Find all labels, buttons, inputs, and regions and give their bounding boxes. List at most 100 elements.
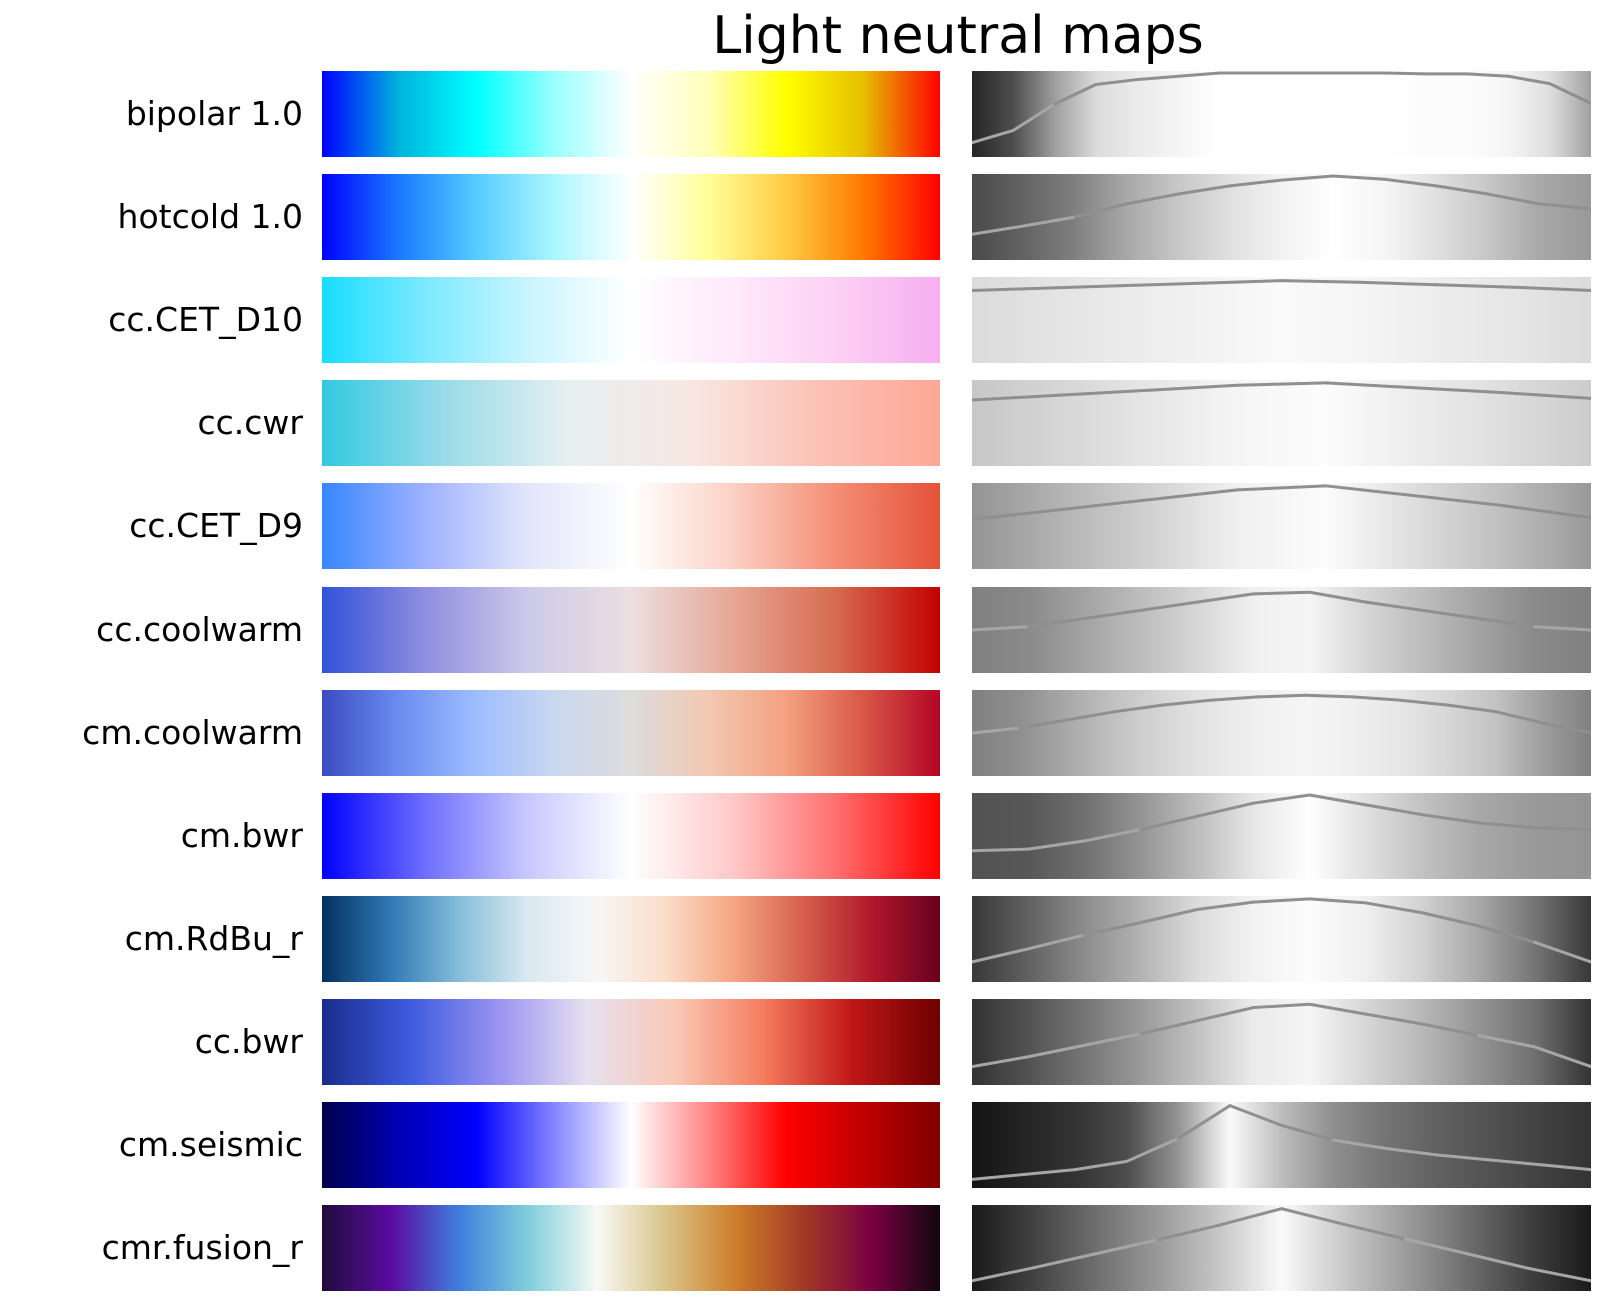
lightness-curve-chart: [972, 381, 1591, 402]
colormap-name-label: cc.bwr: [194, 1022, 303, 1061]
lightness-curve-chart: [972, 279, 1591, 292]
lightness-curve-segment: [1251, 897, 1312, 904]
lightness-curve-segment: [1026, 1043, 1087, 1059]
lightness-curve-segment: [972, 625, 1030, 632]
lightness-curve-segment: [1073, 202, 1129, 219]
colormap-gradient-bar: [322, 483, 940, 569]
lightness-curve-segment: [1399, 698, 1450, 707]
lightness-curve-segment: [1058, 388, 1151, 397]
lightness-curve-segment: [1533, 1045, 1591, 1069]
colormap-gradient-bar: [322, 174, 940, 260]
lightness-curve-segment: [1331, 1138, 1387, 1150]
lightness-curve-chart: [972, 484, 1591, 521]
lightness-profile-panel: [972, 483, 1591, 569]
lightness-curve-segment: [972, 286, 1051, 292]
lightness-curve-segment: [1465, 1252, 1531, 1270]
colormap-name-label: cmr.fusion_r: [101, 1228, 303, 1267]
lightness-curve-segment: [1357, 280, 1438, 287]
lightness-curve-segment: [1364, 600, 1424, 612]
lightness-curve-segment: [1195, 900, 1255, 911]
lightness-curve-segment: [1195, 1006, 1255, 1023]
lightness-curve-chart: [972, 1002, 1591, 1069]
lightness-curve-segment: [1486, 1158, 1541, 1167]
lightness-profile-panel: [972, 690, 1591, 776]
lightness-curve-segment: [1412, 494, 1505, 507]
colormap-gradient-bar: [322, 1205, 940, 1291]
lightness-curve-segment: [1533, 625, 1591, 632]
lightness-curve-segment: [1364, 901, 1424, 915]
lightness-curve-segment: [1160, 698, 1212, 707]
lightness-curve-segment: [1026, 839, 1087, 851]
lightness-curve-segment: [1251, 1002, 1312, 1010]
lightness-curve-segment: [1139, 814, 1199, 831]
lightness-curve-segment: [1308, 1002, 1368, 1016]
colormap-gradient-bar: [322, 71, 940, 157]
lightness-curve-segment: [1176, 1104, 1232, 1140]
lightness-curve-segment: [1434, 1153, 1490, 1162]
lightness-curve-segment: [1032, 1252, 1098, 1270]
lightness-profile-panel: [972, 793, 1591, 879]
lightness-curve-segment: [1364, 803, 1424, 817]
colormap-name-label: cc.coolwarm: [96, 610, 303, 649]
lightness-curve-segment: [1434, 184, 1490, 196]
lightness-curve-segment: [1501, 504, 1591, 520]
lightness-curve-segment: [1022, 1168, 1077, 1177]
lightness-curve-chart: [972, 1207, 1591, 1283]
lightness-curve-segment: [1541, 721, 1591, 735]
lightness-curve-segment: [972, 1173, 1026, 1181]
lightness-curve-segment: [1251, 793, 1312, 805]
lightness-curve-segment: [1548, 82, 1591, 105]
lightness-curve-segment: [1228, 1104, 1283, 1127]
lightness-curve-segment: [1476, 924, 1537, 944]
lightness-curve-segment: [1533, 826, 1591, 831]
lightness-curve-segment: [1506, 74, 1552, 86]
lightness-curve-segment: [1324, 381, 1416, 390]
lightness-curve-chart: [972, 1104, 1591, 1181]
lightness-curve-segment: [1527, 1267, 1591, 1283]
lightness-curve-segment: [1280, 279, 1361, 284]
chart-title: Light neutral maps: [712, 6, 1204, 66]
lightness-curve-chart: [972, 71, 1591, 145]
lightness-curve-segment: [1383, 71, 1428, 76]
lightness-profile-panel: [972, 1205, 1591, 1291]
lightness-curve-segment: [1537, 202, 1591, 211]
lightness-curve-segment: [1512, 285, 1591, 292]
colormap-name-label: cm.RdBu_r: [124, 919, 303, 958]
lightness-curve-segment: [1420, 813, 1480, 825]
lightness-curve-segment: [1228, 178, 1283, 188]
lightness-curve-segment: [1420, 608, 1480, 621]
colormap-name-label: cc.CET_D10: [108, 300, 303, 339]
colormap-gradient-bar: [322, 380, 940, 466]
lightness-curve-segment: [1486, 192, 1541, 206]
lightness-curve-segment: [1476, 821, 1537, 830]
lightness-curve-segment: [1364, 1012, 1424, 1026]
lightness-curve-segment: [972, 128, 1015, 145]
lightness-profile-panel: [972, 174, 1591, 260]
lightness-curve-segment: [1331, 174, 1387, 181]
colormap-name-label: bipolar 1.0: [125, 94, 303, 133]
lightness-curve-segment: [1026, 933, 1087, 951]
lightness-curve-segment: [1412, 386, 1505, 395]
lightness-curve-segment: [1446, 703, 1498, 714]
colormap-gradient-bar: [322, 587, 940, 673]
lightness-profile-panel: [972, 277, 1591, 363]
lightness-curve-segment: [1476, 617, 1537, 629]
lightness-curve-segment: [972, 947, 1030, 964]
lightness-curve-segment: [1308, 897, 1368, 905]
lightness-curve-segment: [1083, 608, 1143, 621]
lightness-curve-segment: [1403, 1237, 1469, 1256]
lightness-curve-segment: [972, 1055, 1030, 1069]
lightness-curve-segment: [1383, 177, 1438, 188]
lightness-profile-panel: [972, 380, 1591, 466]
lightness-curve-segment: [1256, 693, 1307, 699]
lightness-profile-panel: [972, 587, 1591, 673]
lightness-curve-segment: [1235, 381, 1328, 387]
lightness-curve-segment: [1202, 279, 1283, 285]
lightness-curve-segment: [1351, 695, 1403, 702]
lightness-curve-segment: [972, 847, 1030, 853]
lightness-curve-segment: [1280, 1207, 1345, 1226]
colormap-name-label: hotcold 1.0: [117, 197, 303, 236]
lightness-curve-segment: [1341, 1222, 1407, 1241]
lightness-curve-segment: [1420, 1022, 1480, 1037]
